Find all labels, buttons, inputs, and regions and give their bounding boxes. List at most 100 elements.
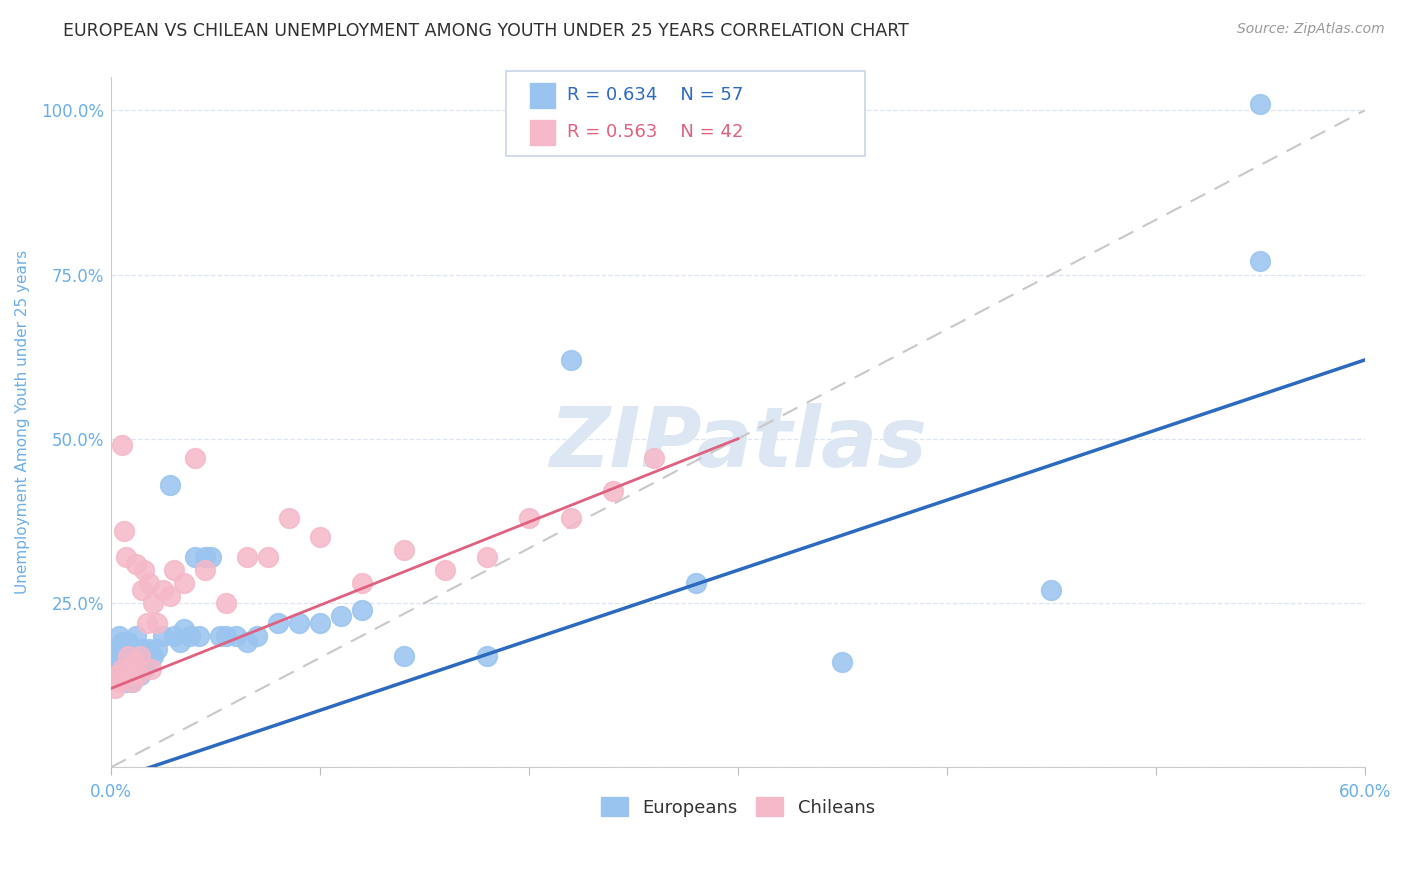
Point [194, 563, 217, 577]
Point [173, 622, 195, 636]
Text: R = 0.563    N = 42: R = 0.563 N = 42 [567, 123, 742, 141]
Text: EUROPEAN VS CHILEAN UNEMPLOYMENT AMONG YOUTH UNDER 25 YEARS CORRELATION CHART: EUROPEAN VS CHILEAN UNEMPLOYMENT AMONG Y… [63, 22, 910, 40]
Point [127, 668, 149, 682]
Point [131, 648, 153, 663]
Point [108, 674, 131, 689]
Point [110, 438, 132, 452]
Point [104, 648, 127, 663]
Point [122, 662, 145, 676]
Point [1249, 96, 1271, 111]
Point [309, 615, 332, 630]
Point [236, 549, 259, 564]
Point [142, 596, 165, 610]
Point [117, 635, 139, 649]
Point [200, 549, 222, 564]
Point [114, 668, 136, 682]
Point [122, 655, 145, 669]
Point [602, 484, 624, 499]
Point [142, 648, 165, 663]
Point [183, 451, 205, 466]
Point [134, 563, 156, 577]
Point [1040, 582, 1063, 597]
Text: R = 0.634    N = 57: R = 0.634 N = 57 [567, 87, 742, 104]
Point [105, 668, 128, 682]
Point [135, 615, 157, 630]
Point [215, 629, 238, 643]
Point [1249, 254, 1271, 268]
Point [329, 609, 352, 624]
Point [477, 549, 499, 564]
Point [225, 629, 247, 643]
Point [129, 668, 152, 682]
Point [127, 662, 149, 676]
Point [125, 557, 148, 571]
Point [117, 662, 139, 676]
Point [134, 662, 156, 676]
Point [146, 615, 169, 630]
Point [309, 530, 332, 544]
Point [163, 563, 186, 577]
Point [152, 629, 174, 643]
Point [277, 510, 299, 524]
Point [392, 543, 415, 558]
Point [112, 524, 135, 538]
Point [159, 590, 181, 604]
Point [267, 615, 290, 630]
Point [105, 642, 128, 657]
Point [125, 629, 148, 643]
Point [125, 648, 148, 663]
Point [159, 477, 181, 491]
Point [121, 674, 143, 689]
Point [256, 549, 278, 564]
Point [146, 642, 169, 657]
Point [118, 668, 141, 682]
Point [392, 648, 415, 663]
Point [104, 681, 127, 696]
Point [127, 655, 149, 669]
Point [114, 549, 136, 564]
Point [194, 549, 217, 564]
Point [135, 655, 157, 669]
Point [477, 648, 499, 663]
Point [152, 582, 174, 597]
Point [350, 602, 373, 616]
Point [122, 642, 145, 657]
Point [831, 655, 853, 669]
Point [169, 635, 191, 649]
Point [288, 615, 311, 630]
Point [350, 576, 373, 591]
Point [517, 510, 540, 524]
Point [114, 674, 136, 689]
Point [110, 655, 132, 669]
Point [246, 629, 269, 643]
Point [560, 353, 582, 368]
Point [131, 642, 153, 657]
Point [121, 674, 143, 689]
Point [117, 648, 139, 663]
Point [208, 629, 231, 643]
Y-axis label: Unemployment Among Youth under 25 years: Unemployment Among Youth under 25 years [15, 251, 30, 594]
Point [121, 655, 143, 669]
Point [139, 662, 162, 676]
Point [183, 549, 205, 564]
Point [131, 582, 153, 597]
Point [560, 510, 582, 524]
Text: Source: ZipAtlas.com: Source: ZipAtlas.com [1237, 22, 1385, 37]
Point [112, 648, 135, 663]
Point [685, 576, 707, 591]
Point [173, 576, 195, 591]
Point [118, 668, 141, 682]
Point [187, 629, 209, 643]
Point [163, 629, 186, 643]
Legend: Europeans, Chileans: Europeans, Chileans [593, 790, 882, 824]
Point [215, 596, 238, 610]
Point [643, 451, 665, 466]
Point [179, 629, 201, 643]
Point [121, 662, 143, 676]
Point [110, 635, 132, 649]
Point [434, 563, 457, 577]
Point [236, 635, 259, 649]
Point [110, 662, 132, 676]
Point [138, 642, 160, 657]
Point [129, 648, 152, 663]
